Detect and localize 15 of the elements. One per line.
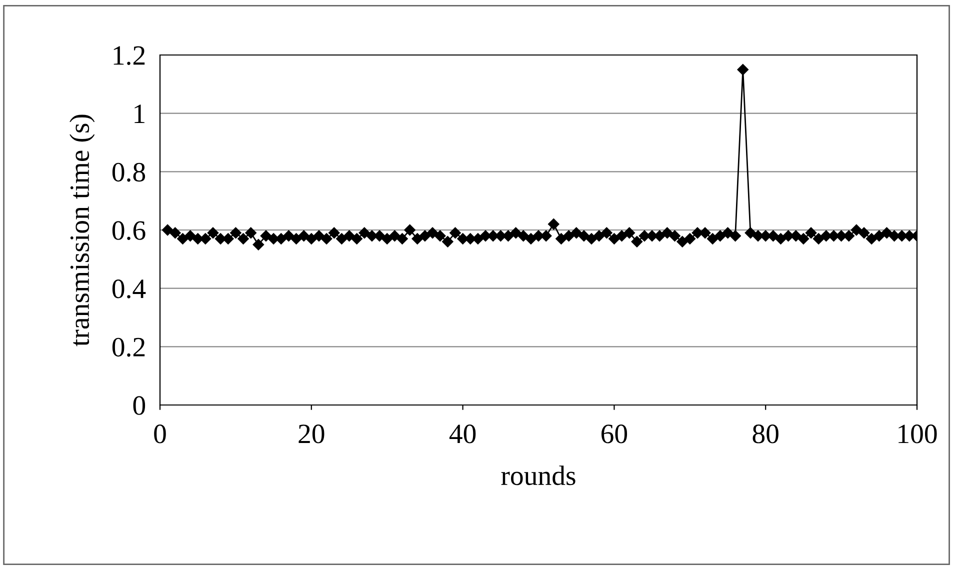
x-tick-label: 60 — [602, 424, 628, 444]
x-tick-label: 0 — [154, 424, 166, 444]
x-axis-title: rounds — [501, 466, 576, 486]
y-tick-label: 1 — [134, 104, 144, 123]
y-axis-title: transmission time (s) — [70, 114, 95, 346]
y-tick-label: 0.6 — [112, 221, 146, 240]
x-tick-label: 40 — [449, 424, 476, 444]
y-tick-label: 1.2 — [114, 46, 145, 66]
y-tick-label: 0.2 — [112, 338, 145, 357]
x-tick-label: 80 — [752, 424, 778, 444]
y-tick-label: 0 — [133, 396, 146, 415]
y-tick-label: 0.8 — [112, 162, 146, 182]
x-tick-label: 100 — [898, 424, 937, 444]
x-tick-label: 20 — [298, 424, 324, 444]
y-tick-label: 0.4 — [112, 280, 146, 298]
